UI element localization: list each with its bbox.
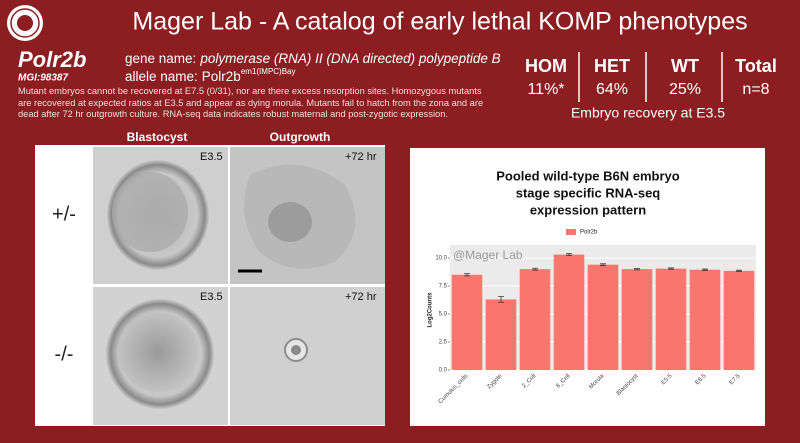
logo (7, 5, 43, 41)
mgi-id: MGI:98387 (18, 73, 68, 84)
column-label: Outgrowth (270, 130, 331, 144)
watermark: @Mager Lab (453, 248, 523, 262)
stage-label: +72 hr (345, 291, 377, 303)
micrographs (93, 147, 385, 425)
bar (723, 270, 755, 370)
table-header: HET (594, 56, 630, 76)
bar (553, 254, 585, 370)
value: polymerase (RNA) II (DNA directed) polyp… (199, 51, 500, 66)
allele-name: allele name: Polr2bem1(IMPC)Bay (125, 67, 296, 83)
y-tick-label: 2.5 (439, 340, 448, 346)
table-value: n=8 (742, 81, 769, 98)
table-header: Total (735, 56, 777, 76)
bar (621, 269, 653, 370)
table-value: 25% (669, 81, 701, 98)
stage-label: E3.5 (200, 291, 223, 303)
gene-name: gene name: polymerase (RNA) II (DNA direc… (125, 51, 501, 66)
bar (485, 299, 517, 370)
label: gene name: (125, 51, 196, 66)
y-tick-label: 0.0 (439, 368, 448, 374)
y-axis-label: Log2Counts (428, 292, 434, 328)
table-header: HOM (525, 56, 567, 76)
chart: Pooled wild-type B6N embryo stage specifi… (428, 168, 756, 405)
error-bar (736, 269, 742, 272)
table-header: WT (671, 56, 699, 76)
recovery-table (578, 52, 723, 102)
error-bar (532, 267, 538, 271)
table-value: 64% (596, 81, 628, 98)
bar (587, 264, 619, 370)
error-bar (600, 263, 606, 266)
row-label: +/- (52, 203, 76, 225)
y-tick-label: 10.0 (435, 256, 447, 262)
row-label: -/- (55, 343, 74, 365)
error-bar (702, 268, 708, 271)
legend-swatch (566, 229, 576, 235)
description: Mutant embryos cannot be recovered at E7… (18, 86, 484, 119)
error-bar (464, 273, 470, 277)
error-bar (498, 296, 504, 303)
stage-label: +72 hr (345, 151, 377, 163)
chart-title: Pooled wild-type B6N embryo (496, 168, 680, 183)
bar (689, 269, 721, 370)
y-tick-label: 5.0 (439, 312, 448, 318)
column-label: Blastocyst (127, 130, 188, 144)
gene-symbol: Polr2b (18, 47, 86, 72)
superscript: em1(IMPC)Bay (241, 67, 296, 76)
chart-title: expression pattern (530, 202, 646, 217)
bar (451, 274, 483, 370)
bar (655, 268, 687, 370)
chart-title: stage specific RNA-seq (516, 185, 661, 200)
table-value: 11%* (527, 81, 564, 98)
error-bar (566, 253, 572, 256)
table-caption: Embryo recovery at E3.5 (571, 105, 725, 121)
error-bar (634, 268, 640, 271)
title: Mager Lab - A catalog of early lethal KO… (132, 8, 747, 36)
bar (519, 269, 551, 370)
value: Polr2b (202, 69, 241, 84)
legend-label: Polr2b (580, 230, 598, 236)
label: allele name: (125, 69, 198, 84)
y-tick-label: 7.5 (439, 284, 448, 290)
stage-label: E3.5 (200, 151, 223, 163)
error-bar (668, 267, 674, 270)
